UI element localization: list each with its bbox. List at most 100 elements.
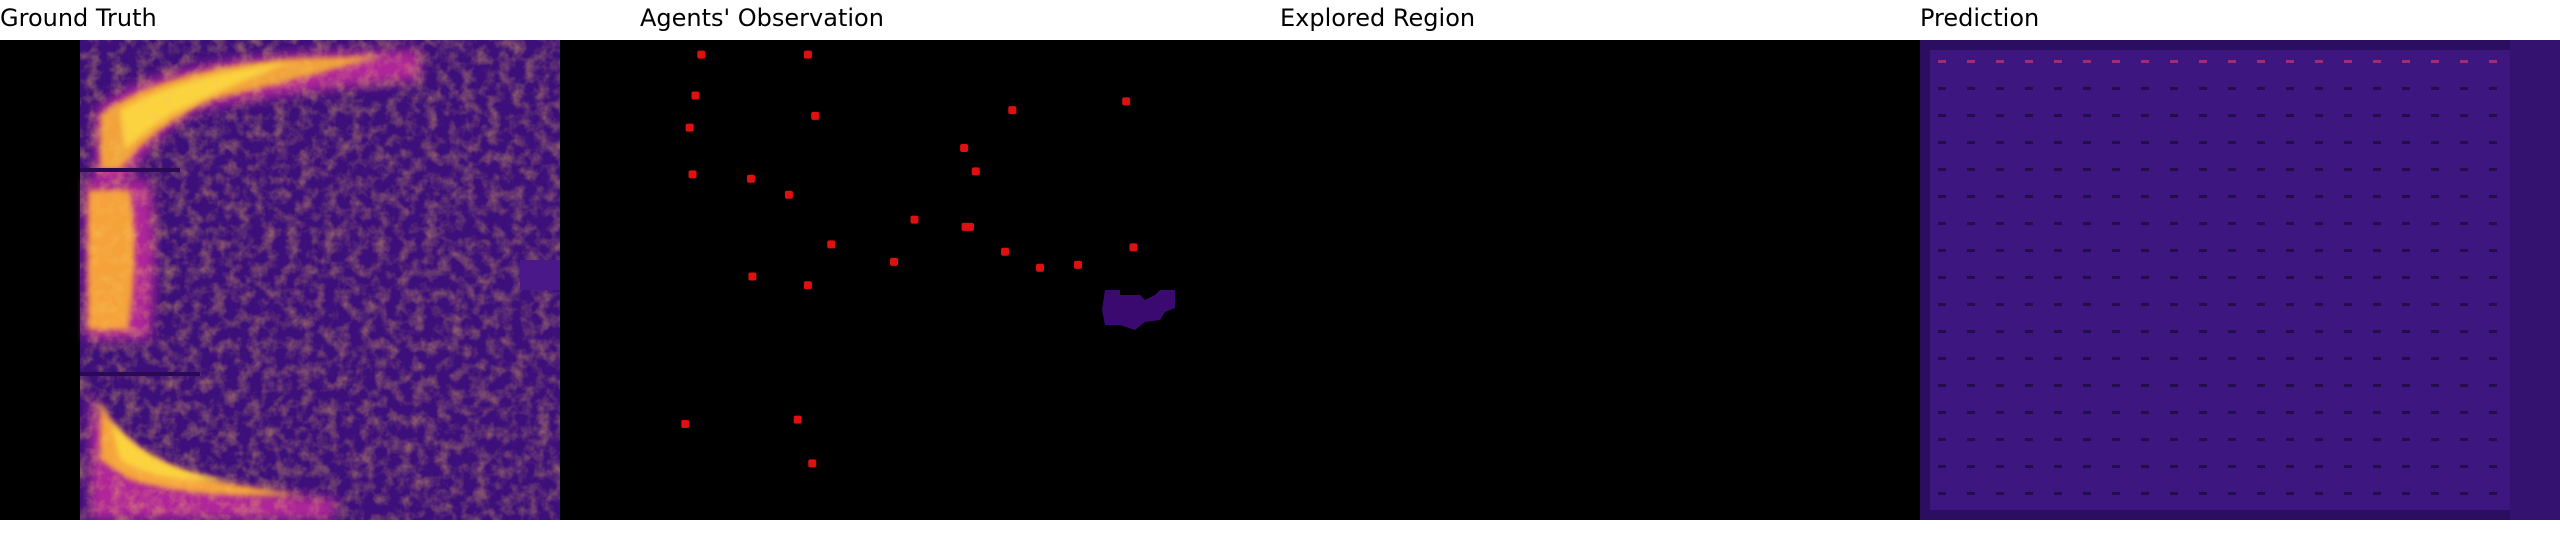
prediction-cell bbox=[1938, 492, 1946, 495]
prediction-cell bbox=[2431, 411, 2439, 414]
prediction-cell bbox=[1967, 411, 1975, 414]
agent-marker bbox=[965, 222, 974, 231]
prediction-cell bbox=[2228, 384, 2236, 387]
prediction-cell bbox=[1938, 411, 1946, 414]
prediction-cell bbox=[2025, 168, 2033, 171]
prediction-cell bbox=[2170, 249, 2178, 252]
prediction-cell bbox=[1996, 465, 2004, 468]
prediction-cell bbox=[2228, 465, 2236, 468]
prediction-cell bbox=[2141, 384, 2149, 387]
agent-marker bbox=[685, 123, 694, 132]
prediction-cell bbox=[2228, 168, 2236, 171]
prediction-cell bbox=[2286, 438, 2294, 441]
prediction-cell bbox=[2025, 276, 2033, 279]
prediction-cell bbox=[1938, 438, 1946, 441]
prediction-cell bbox=[2025, 114, 2033, 117]
prediction-cell bbox=[2315, 276, 2323, 279]
prediction-cell bbox=[1967, 438, 1975, 441]
prediction-cell bbox=[2170, 141, 2178, 144]
prediction-cell bbox=[2460, 168, 2468, 171]
prediction-cell bbox=[2257, 168, 2265, 171]
prediction-cell bbox=[2025, 384, 2033, 387]
prediction-cell bbox=[2315, 465, 2323, 468]
prediction-cell bbox=[2170, 195, 2178, 198]
agent-marker bbox=[746, 174, 755, 183]
prediction-cell bbox=[2170, 357, 2178, 360]
prediction-cell bbox=[2315, 114, 2323, 117]
prediction-cell bbox=[2199, 87, 2207, 90]
prediction-cell bbox=[2460, 87, 2468, 90]
prediction-cell bbox=[2025, 60, 2033, 63]
prediction-cell bbox=[2054, 411, 2062, 414]
prediction-cell bbox=[2257, 249, 2265, 252]
prediction-cell bbox=[2199, 60, 2207, 63]
prediction-cell bbox=[2315, 60, 2323, 63]
prediction-cell bbox=[2199, 330, 2207, 333]
prediction-cell bbox=[1996, 384, 2004, 387]
prediction-cell bbox=[1938, 249, 1946, 252]
prediction-cell bbox=[2402, 249, 2410, 252]
prediction-cell bbox=[2083, 168, 2091, 171]
prediction-cell bbox=[2431, 465, 2439, 468]
prediction-cell bbox=[2141, 492, 2149, 495]
agent-marker bbox=[691, 91, 700, 100]
prediction-cell bbox=[2083, 303, 2091, 306]
prediction-cell bbox=[2431, 141, 2439, 144]
prediction-cell bbox=[2344, 303, 2352, 306]
agent-marker bbox=[803, 50, 812, 59]
prediction-cell bbox=[2373, 168, 2381, 171]
prediction-cell bbox=[2112, 438, 2120, 441]
prediction-cell bbox=[2402, 384, 2410, 387]
prediction-cell bbox=[2112, 168, 2120, 171]
prediction-cell bbox=[2025, 195, 2033, 198]
prediction-cell bbox=[2460, 114, 2468, 117]
prediction-cell bbox=[2286, 276, 2294, 279]
agent-marker bbox=[960, 144, 969, 153]
prediction-cell bbox=[1938, 168, 1946, 171]
prediction-cell bbox=[2286, 411, 2294, 414]
prediction-cell bbox=[2141, 357, 2149, 360]
prediction-cell bbox=[2402, 168, 2410, 171]
prediction-cell bbox=[2083, 87, 2091, 90]
prediction-cell bbox=[2315, 141, 2323, 144]
prediction-cell bbox=[2025, 438, 2033, 441]
prediction-cell bbox=[2286, 141, 2294, 144]
prediction-cell bbox=[2431, 222, 2439, 225]
prediction-cell bbox=[2199, 195, 2207, 198]
prediction-cell bbox=[2286, 330, 2294, 333]
prediction-cell bbox=[2054, 249, 2062, 252]
prediction-cell bbox=[1996, 168, 2004, 171]
prediction-cell bbox=[2257, 411, 2265, 414]
prediction-cell bbox=[2228, 303, 2236, 306]
prediction-cell bbox=[1967, 492, 1975, 495]
ground-truth-title: Ground Truth bbox=[0, 4, 157, 32]
prediction-cell bbox=[2402, 330, 2410, 333]
prediction-cell bbox=[1967, 357, 1975, 360]
agent-marker bbox=[697, 50, 706, 59]
prediction-cell bbox=[1967, 168, 1975, 171]
prediction-cell bbox=[1938, 330, 1946, 333]
prediction-cell bbox=[1996, 114, 2004, 117]
prediction-cell bbox=[2489, 168, 2497, 171]
prediction-cell bbox=[2373, 330, 2381, 333]
prediction-cell bbox=[2199, 384, 2207, 387]
prediction-cell bbox=[2112, 465, 2120, 468]
prediction-cell bbox=[2431, 357, 2439, 360]
prediction-cell bbox=[2257, 114, 2265, 117]
prediction-cell bbox=[2373, 465, 2381, 468]
prediction-cell bbox=[2257, 303, 2265, 306]
prediction-cell bbox=[1996, 492, 2004, 495]
prediction-cell bbox=[2344, 357, 2352, 360]
prediction-cell bbox=[2141, 141, 2149, 144]
prediction-cell bbox=[2170, 114, 2178, 117]
prediction-cell bbox=[1967, 330, 1975, 333]
prediction-cell bbox=[2170, 384, 2178, 387]
agent-marker bbox=[1129, 243, 1138, 252]
prediction-cell bbox=[2402, 60, 2410, 63]
prediction-cell bbox=[2083, 60, 2091, 63]
prediction-cell bbox=[2228, 411, 2236, 414]
prediction-cell bbox=[2054, 195, 2062, 198]
prediction-cell bbox=[2199, 492, 2207, 495]
prediction-cell bbox=[2344, 114, 2352, 117]
prediction-cell bbox=[2402, 438, 2410, 441]
